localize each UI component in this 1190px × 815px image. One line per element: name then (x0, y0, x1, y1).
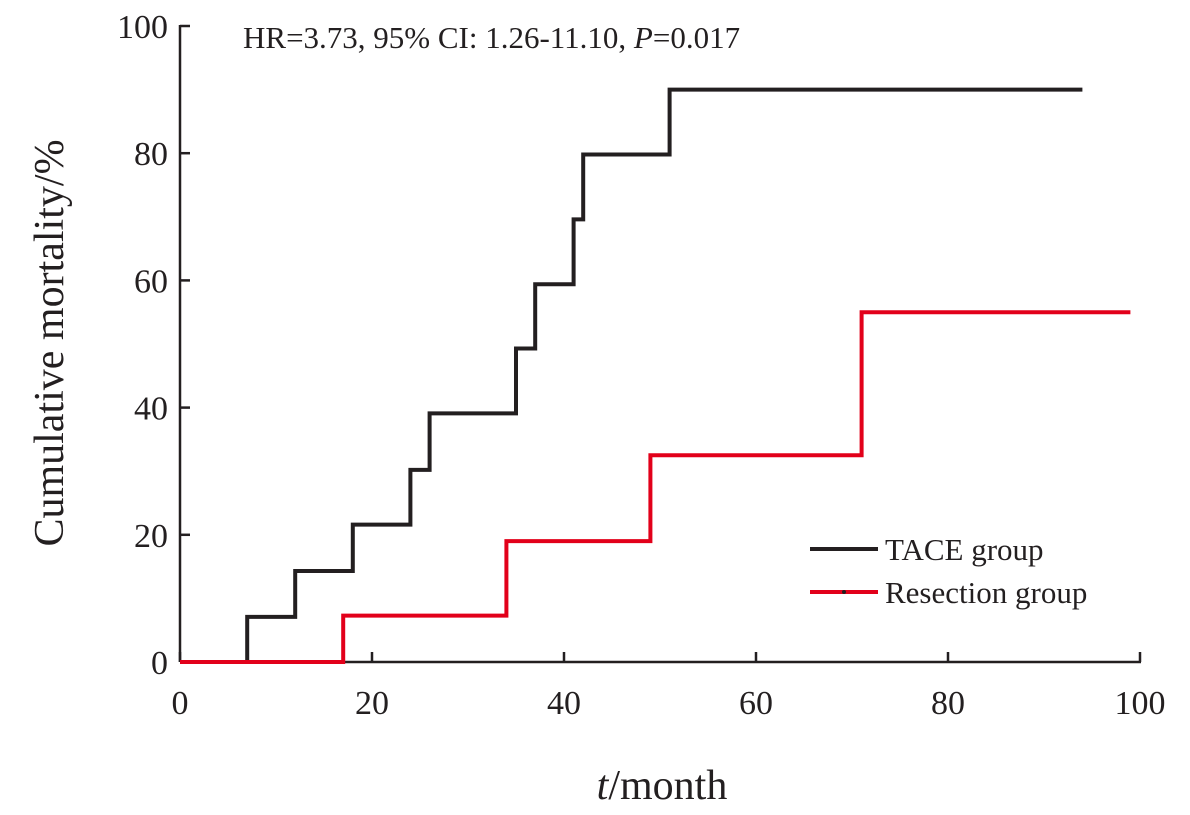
series-layer (180, 87, 1131, 664)
y-tick-label: 0 (151, 645, 168, 682)
legend-label: TACE group (885, 532, 1044, 567)
hr-annotation: HR=3.73, 95% CI: 1.26-11.10, P=0.017 (243, 20, 740, 55)
y-tick-label: 100 (117, 9, 168, 46)
y-tick-label: 40 (134, 391, 168, 428)
legend-marker (842, 547, 846, 551)
x-tick-label: 0 (172, 685, 189, 722)
legend-label: Resection group (885, 575, 1087, 610)
p-symbol: P (633, 20, 653, 55)
y-axis-title: Cumulative mortality/% (27, 139, 73, 546)
x-tick-label: 60 (739, 685, 773, 722)
x-axis-title: t/month (597, 763, 728, 809)
x-tick-label: 100 (1115, 685, 1166, 722)
x-axis-title-rest: /month (608, 763, 727, 809)
legend-item: TACE group (810, 532, 1044, 567)
x-ticks: 0 20 40 60 80 100 (172, 652, 1166, 722)
y-tick-label: 60 (134, 263, 168, 300)
legend: TACE group Resection group (810, 532, 1087, 610)
axes: 0 20 40 60 80 100 0 20 40 60 80 100 (117, 9, 1166, 722)
p-value: =0.017 (653, 20, 740, 55)
series-line-tace (180, 87, 1083, 664)
hr-annotation-prefix: HR=3.73, 95% CI: 1.26-11.10, (243, 20, 634, 55)
y-tick-label: 80 (134, 136, 168, 173)
x-tick-label: 40 (547, 685, 581, 722)
x-tick-label: 80 (931, 685, 965, 722)
x-tick-label: 20 (355, 685, 389, 722)
legend-marker (842, 590, 846, 594)
y-ticks: 0 20 40 60 80 100 (117, 9, 190, 682)
legend-item: Resection group (810, 575, 1087, 610)
x-axis-title-italic: t (597, 763, 610, 809)
y-tick-label: 20 (134, 518, 168, 555)
series-line-resection (180, 310, 1131, 664)
